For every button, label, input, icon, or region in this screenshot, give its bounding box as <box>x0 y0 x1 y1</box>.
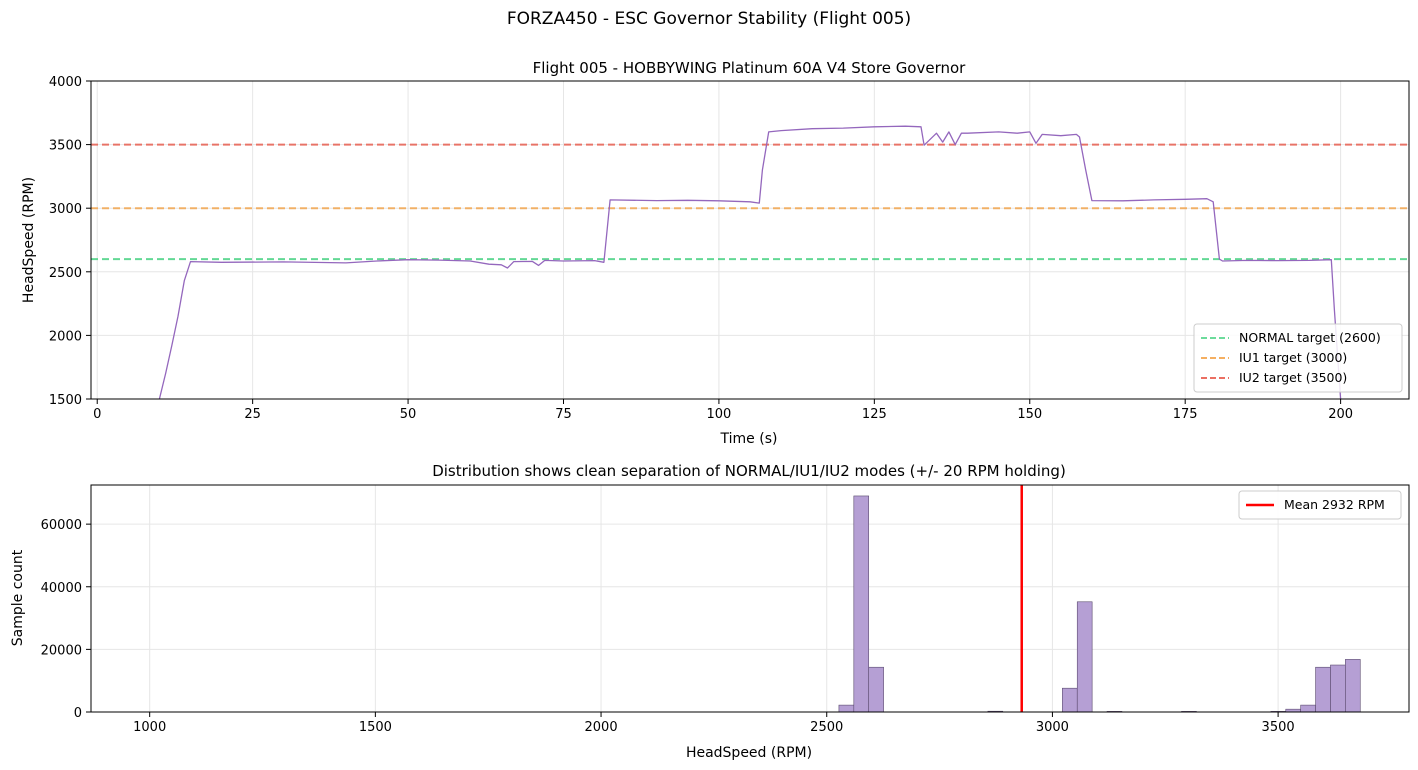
top-x-tick-label: 150 <box>1017 407 1042 422</box>
top-series-group <box>158 125 1342 399</box>
bottom-x-tick-label: 3500 <box>1262 720 1295 735</box>
top-x-tick-label: 75 <box>555 407 572 422</box>
histogram-bar <box>1315 666 1331 713</box>
top-y-tick-label: 3500 <box>49 139 82 154</box>
top-y-tick-label: 2500 <box>49 266 82 281</box>
histogram-bar <box>853 495 870 713</box>
histogram-bar <box>1062 687 1078 713</box>
top-axes-frame <box>90 80 1410 400</box>
bottom-chart-title: Distribution shows clean separation of N… <box>432 462 1066 480</box>
top-y-tick-label: 2000 <box>49 329 82 344</box>
bottom-legend: Mean 2932 RPM <box>1238 490 1402 520</box>
bottom-legend-box <box>1238 490 1402 520</box>
bottom-x-tick-label: 2500 <box>810 720 843 735</box>
histogram-bar <box>1076 601 1093 713</box>
headspeed-line <box>158 125 1342 399</box>
top-legend-box <box>1193 323 1403 393</box>
histogram-bar <box>1330 664 1346 713</box>
figure-title: FORZA450 - ESC Governor Stability (Fligh… <box>507 9 911 29</box>
legend-label-iu2: IU2 target (3500) <box>1239 370 1347 385</box>
histogram-bar <box>868 666 884 713</box>
top-x-tick-label: 200 <box>1328 407 1353 422</box>
bottom-y-axis-label: Sample count <box>10 549 26 646</box>
top-y-ticks: 1500 2000 2500 3000 3500 4000 <box>49 75 91 408</box>
top-chart-title: Flight 005 - HOBBYWING Platinum 60A V4 S… <box>533 59 967 77</box>
top-y-tick-label: 3000 <box>49 202 82 217</box>
histogram-bar <box>1300 704 1316 713</box>
top-x-tick-label: 0 <box>93 407 101 422</box>
bottom-y-tick-label: 20000 <box>41 643 82 658</box>
histogram-bars <box>838 495 1361 713</box>
legend-label-mean: Mean 2932 RPM <box>1284 497 1385 512</box>
bottom-y-tick-label: 40000 <box>41 581 82 596</box>
top-y-axis-label: HeadSpeed (RPM) <box>21 177 37 303</box>
bottom-grid <box>91 485 1409 713</box>
bottom-y-ticks: 0 20000 40000 60000 <box>41 518 91 721</box>
bottom-x-tick-label: 1000 <box>133 720 166 735</box>
top-x-tick-label: 25 <box>244 407 261 422</box>
bottom-axes-frame <box>90 484 1410 713</box>
top-x-tick-label: 100 <box>707 407 732 422</box>
bottom-x-ticks: 1000 1500 2000 2500 3000 3500 <box>133 712 1295 735</box>
bottom-x-tick-label: 3000 <box>1036 720 1069 735</box>
histogram-bar <box>1345 659 1361 713</box>
bottom-x-tick-label: 2000 <box>585 720 618 735</box>
top-y-tick-label: 1500 <box>49 393 82 408</box>
top-x-ticks: 0 25 50 75 100 125 150 175 200 <box>93 399 1353 422</box>
top-x-axis-label: Time (s) <box>720 431 778 447</box>
bottom-panel: Distribution shows clean separation of N… <box>10 462 1410 761</box>
bottom-x-tick-label: 1500 <box>359 720 392 735</box>
legend-label-iu1: IU1 target (3000) <box>1239 350 1347 365</box>
legend-label-normal: NORMAL target (2600) <box>1239 330 1381 345</box>
bottom-x-axis-label: HeadSpeed (RPM) <box>686 745 812 761</box>
top-x-tick-label: 125 <box>862 407 887 422</box>
bottom-y-tick-label: 60000 <box>41 518 82 533</box>
bottom-y-tick-label: 0 <box>74 706 82 721</box>
top-panel: Flight 005 - HOBBYWING Platinum 60A V4 S… <box>21 59 1410 447</box>
top-y-tick-label: 4000 <box>49 75 82 90</box>
top-x-tick-label: 50 <box>400 407 417 422</box>
histogram-bar <box>838 704 855 713</box>
top-x-tick-label: 175 <box>1173 407 1198 422</box>
top-legend: NORMAL target (2600) IU1 target (3000) I… <box>1193 323 1403 393</box>
